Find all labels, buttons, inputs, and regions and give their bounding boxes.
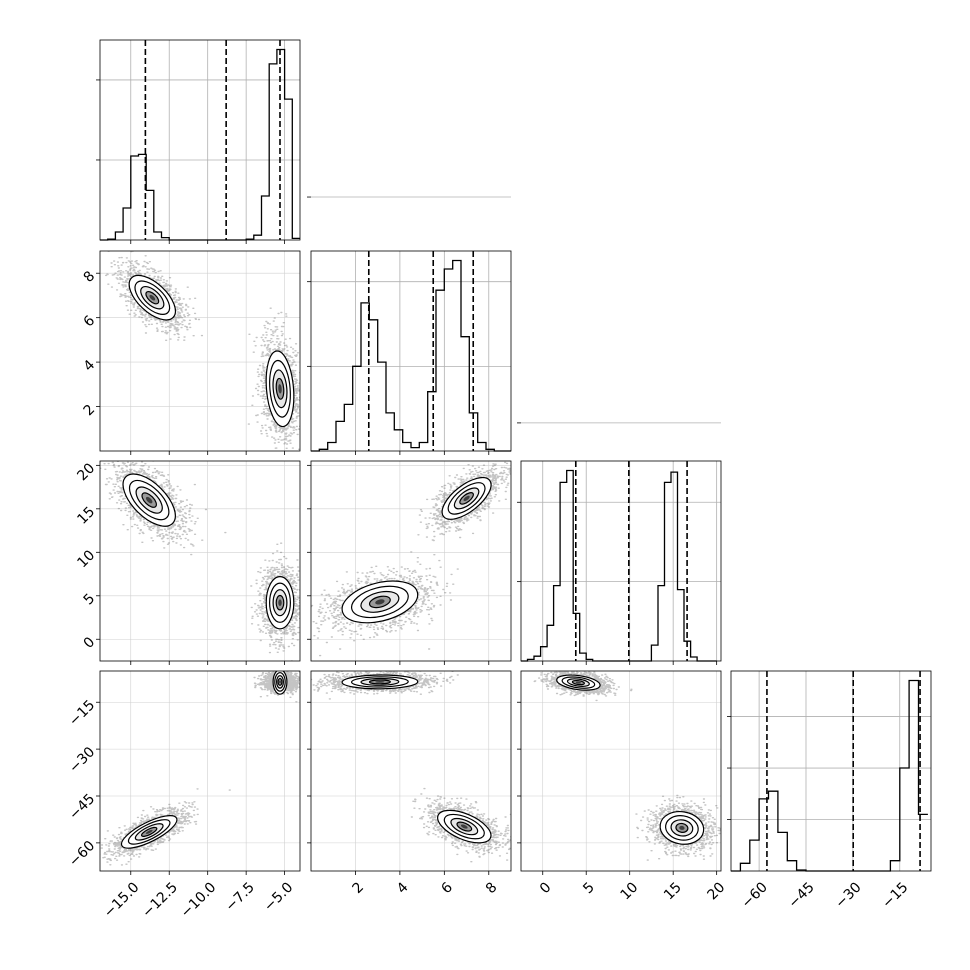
density-contour [679,825,685,830]
y-tick-label: 2 [81,402,99,420]
x-tick-label: −45 [786,879,818,911]
y-tick-label: 15 [74,504,98,528]
scatter-panel-0-1 [96,250,301,455]
y-tick-label: 8 [81,268,99,286]
x-tick-label: 8 [483,879,501,897]
x-tick-label: 0 [537,879,555,897]
y-tick-label: −45 [66,791,98,823]
panel-frame [310,670,512,872]
density-contour [279,680,281,684]
histogram-panel-1 [307,196,512,455]
x-tick-label: −60 [739,879,771,911]
density-contour [149,294,156,301]
y-tick-label: −15 [66,697,98,729]
panel-frame [99,670,301,872]
x-tick-label: 5 [580,879,598,897]
density-contour [145,496,153,504]
density-contour [145,829,153,834]
histogram-step-3 [731,679,928,872]
y-tick-label: 0 [81,634,99,652]
x-tick-label: 15 [661,879,685,903]
scatter-panel-2-3 [517,670,722,875]
y-tick-label: −30 [66,744,98,776]
panel-frame [520,460,722,662]
panel-frame [310,250,512,452]
panel-frame [99,460,301,662]
density-contour [575,681,582,684]
density-contour [463,495,470,502]
x-tick-label: 20 [704,879,728,903]
scatter-panel-1-3 [307,670,512,875]
histogram-panel-2 [517,422,722,665]
panel-frame [520,670,722,872]
y-tick-label: 6 [81,313,99,331]
x-tick-label: −12.5 [139,879,181,921]
x-tick-label: −15.0 [101,879,143,921]
y-tick-label: 4 [81,357,99,375]
x-tick-label: 10 [618,879,642,903]
y-tick-label: 5 [81,591,99,609]
x-tick-label: −15 [879,879,911,911]
histogram-panel-3 [727,670,932,872]
panel-frame [310,460,512,662]
panel-frame [730,670,932,872]
density-contour [278,599,282,607]
x-tick-label: −30 [832,879,864,911]
x-tick-label: 4 [394,879,412,897]
density-contour [278,384,282,394]
x-tick-label: −10.0 [178,879,220,921]
y-tick-label: 20 [74,460,98,484]
density-contour [375,599,385,605]
histogram-step-0 [100,48,300,241]
x-tick-label: 2 [350,879,368,897]
y-tick-label: 10 [74,547,98,571]
x-tick-label: −7.5 [223,879,258,914]
y-tick-label: −60 [66,838,98,870]
scatter-panel-0-2 [96,460,301,665]
density-contour [460,824,468,829]
histogram-step-1 [311,259,511,452]
scatter-panel-0-3 [96,670,301,875]
histogram-panel-0 [96,39,301,244]
panel-frame [99,250,301,452]
panel-frame [99,39,301,241]
scatter-panel-1-2 [307,460,512,665]
x-tick-label: 6 [438,879,456,897]
density-contour [375,680,385,683]
x-tick-label: −5.0 [261,879,296,914]
